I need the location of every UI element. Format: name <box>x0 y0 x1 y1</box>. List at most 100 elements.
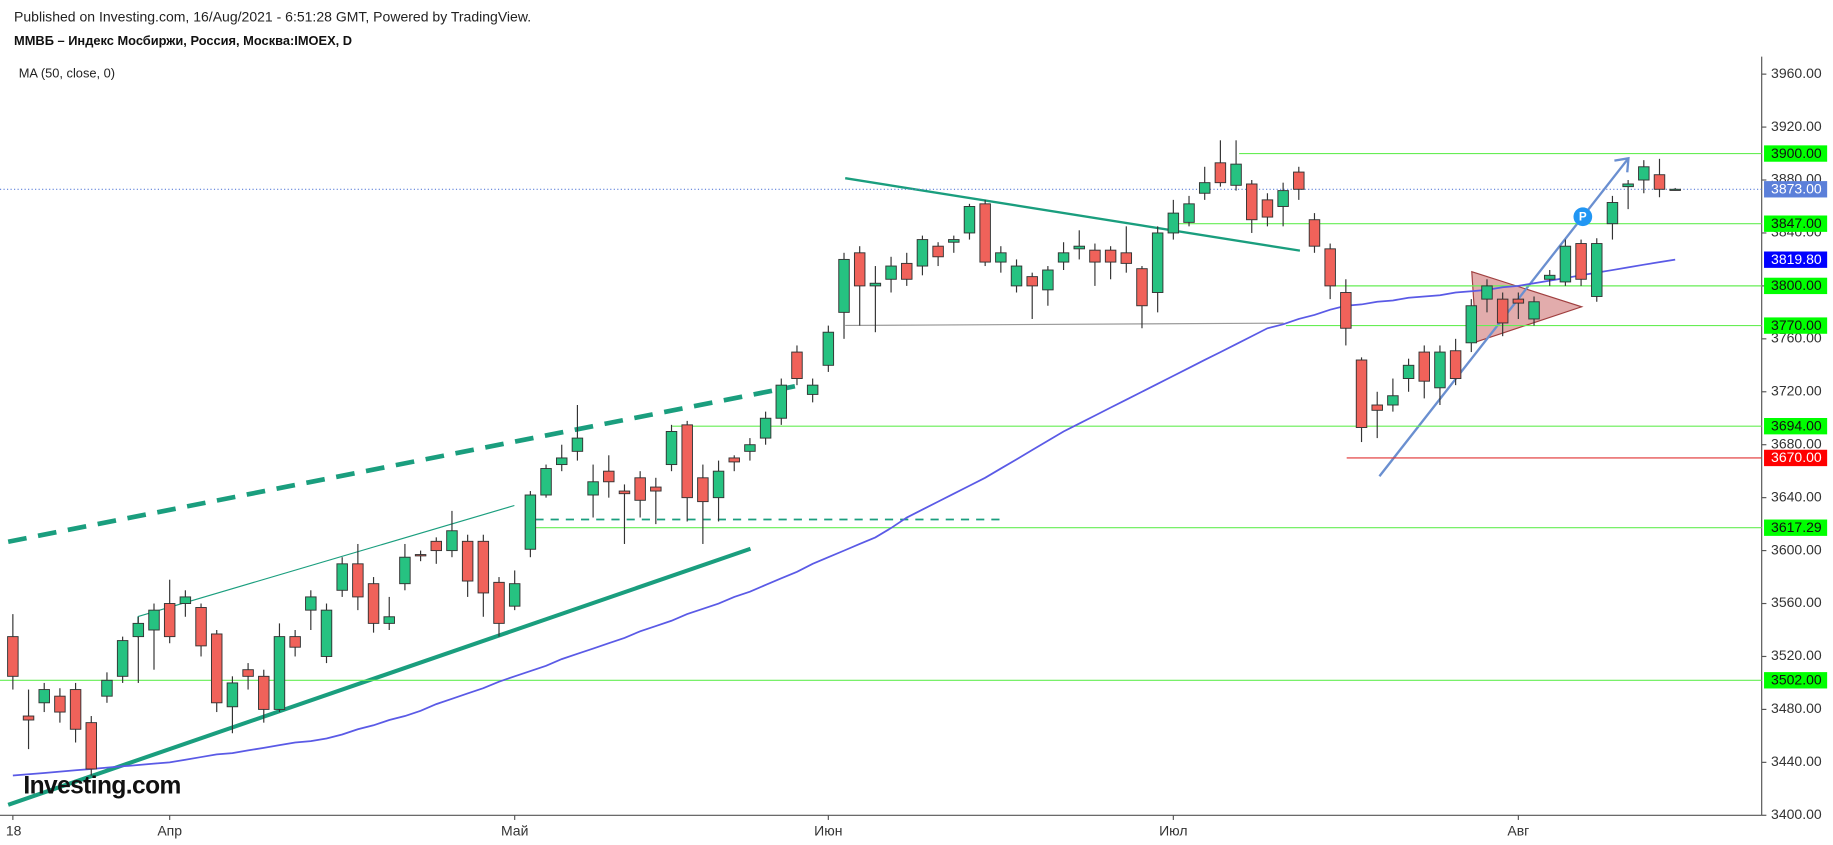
arrow-head <box>1614 156 1630 173</box>
candle-body <box>1042 269 1054 291</box>
candle-body <box>1669 188 1681 191</box>
y-tick-label: 3920.00 <box>1771 118 1822 134</box>
candle-body <box>932 245 944 258</box>
candle-body <box>869 282 882 287</box>
candle-body <box>163 603 176 638</box>
candle-body <box>1230 163 1242 186</box>
y-tick-label: 3680.00 <box>1771 435 1822 451</box>
candle-body <box>744 444 756 452</box>
candle-body <box>461 540 474 582</box>
candle-body <box>963 206 976 234</box>
candle-body <box>1543 274 1556 280</box>
level-label-box <box>1764 519 1828 536</box>
candle-body <box>1340 292 1352 329</box>
candle-body <box>759 417 772 439</box>
candle-body <box>1214 162 1227 184</box>
candle-body <box>1120 252 1133 264</box>
candle-body <box>399 556 411 585</box>
candle-body <box>1057 252 1070 263</box>
y-tick-label: 3720.00 <box>1771 382 1822 398</box>
y-tick-label: 3440.00 <box>1771 753 1822 769</box>
candle-body <box>650 486 662 492</box>
candle-body <box>1402 364 1415 380</box>
level-label-box <box>1764 672 1828 689</box>
candle-body <box>226 682 239 708</box>
candle-body <box>179 596 192 604</box>
candle-body <box>430 540 443 552</box>
candle-body <box>995 252 1007 263</box>
annotation-label: P <box>1579 210 1587 223</box>
candle-body <box>132 622 145 638</box>
candle-body <box>634 477 646 501</box>
ma-line <box>12 258 1676 777</box>
candle-body <box>1606 202 1619 225</box>
candle-body <box>195 607 207 647</box>
level-label: 3800.00 <box>1771 277 1822 293</box>
candle-body <box>336 563 348 591</box>
candle-body <box>885 265 897 280</box>
candle-body <box>148 609 160 631</box>
candle-body <box>210 633 223 704</box>
candle-body <box>556 457 568 466</box>
trend-line <box>845 177 1301 252</box>
candle-body <box>383 616 395 624</box>
candle-body <box>775 384 788 419</box>
trend-line <box>7 383 796 545</box>
x-tick-label: 18 <box>6 822 22 838</box>
candle-body <box>101 679 113 697</box>
candle-body <box>1167 212 1180 234</box>
level-label: 3900.00 <box>1771 145 1822 161</box>
x-tick-label: Май <box>501 822 528 838</box>
level-label-box <box>1764 449 1828 467</box>
logo: Investing.com <box>23 773 180 800</box>
level-label-box <box>1764 251 1828 268</box>
candle-body <box>587 481 599 496</box>
candle-body <box>1089 249 1101 263</box>
candle-body <box>1449 350 1462 380</box>
level-label: 3847.00 <box>1771 215 1822 231</box>
candle-body <box>258 675 270 710</box>
published-note: Published on Investing.com, 16/Aug/2021 … <box>14 9 531 25</box>
candle-body <box>352 563 364 598</box>
level-label: 3694.00 <box>1771 417 1822 433</box>
level-label: 3670.00 <box>1771 449 1822 465</box>
y-tick-label: 3480.00 <box>1771 700 1822 716</box>
candle-body <box>791 351 803 380</box>
candle-body <box>524 494 537 550</box>
x-tick-label: Авг <box>1507 822 1529 838</box>
level-label-box <box>1764 317 1828 334</box>
candle-body <box>38 689 50 704</box>
candle-body <box>979 203 991 263</box>
candle-body <box>1559 245 1572 283</box>
candle-body <box>571 437 584 452</box>
candle-body <box>446 530 458 552</box>
level-label-box <box>1764 181 1828 198</box>
candle-body <box>1136 268 1148 307</box>
candle-body <box>948 239 960 243</box>
level-label: 3770.00 <box>1771 317 1822 333</box>
candle-body <box>901 262 913 280</box>
level-label-box <box>1764 277 1828 295</box>
candle-body <box>242 669 254 677</box>
candle-body <box>1528 301 1540 320</box>
candle-body <box>1010 265 1023 287</box>
candle-body <box>1308 219 1321 247</box>
candle-body <box>7 636 19 677</box>
candle-body <box>1591 243 1603 297</box>
x-tick-label: Апр <box>157 822 182 838</box>
candle-body <box>305 596 317 611</box>
trend-line <box>845 322 1284 327</box>
candle-body <box>728 457 740 463</box>
candle-body <box>1277 190 1289 207</box>
candle-body <box>681 424 693 499</box>
candle-body <box>273 636 286 710</box>
candle-body <box>477 540 490 594</box>
candle-body <box>1622 183 1634 188</box>
annotation-marker <box>1573 207 1593 227</box>
candle-body <box>367 583 380 624</box>
candle-body <box>1496 298 1509 324</box>
candle-body <box>1575 243 1587 280</box>
candle-body <box>618 490 631 495</box>
